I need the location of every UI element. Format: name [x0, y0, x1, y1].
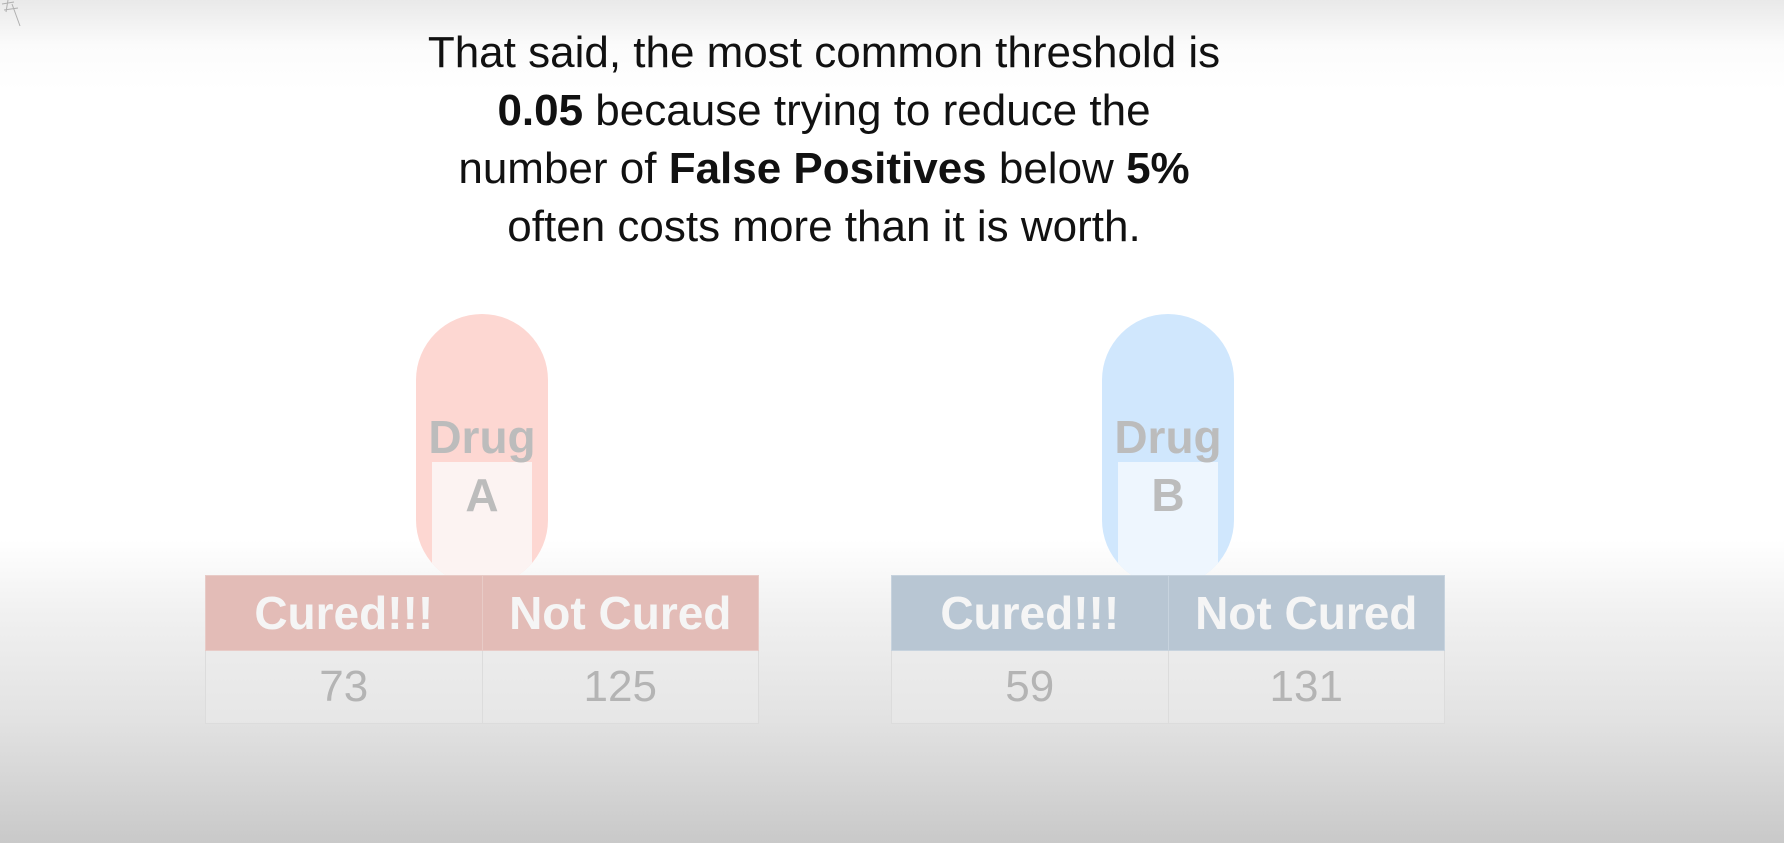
pill-a-capsule-bottom [432, 462, 532, 586]
pill-b-capsule-bottom [1118, 462, 1218, 586]
pen-mark-icon [1, 0, 21, 27]
drug-a-pill-icon: Drug A [416, 314, 548, 586]
drug-b-cured-header: Cured!!! [891, 575, 1169, 651]
drug-b-results-table: Cured!!! Not Cured 59 131 [891, 575, 1445, 724]
drug-b-cured-count: 59 [891, 650, 1169, 724]
drug-a-label: Drug A [416, 408, 548, 524]
false-positives-term: False Positives [668, 144, 987, 193]
drug-a-label-line1: Drug [428, 411, 536, 463]
caption-line-3-start: number of [458, 144, 669, 193]
table-row: 59 131 [891, 650, 1445, 724]
table-row: 73 125 [205, 650, 759, 724]
drug-a-not-cured-count: 125 [481, 650, 759, 724]
threshold-value: 0.05 [497, 86, 584, 135]
table-header-row: Cured!!! Not Cured [891, 575, 1445, 651]
drug-a-cured-header: Cured!!! [205, 575, 483, 651]
caption-text: That said, the most common threshold is … [312, 24, 1336, 256]
drug-a-label-line2: A [465, 469, 499, 521]
drug-b-not-cured-header: Not Cured [1167, 575, 1445, 651]
caption-line-3-mid: below [986, 144, 1127, 193]
drug-b-label-line2: B [1151, 469, 1185, 521]
drug-b-pill-icon: Drug B [1102, 314, 1234, 586]
table-header-row: Cured!!! Not Cured [205, 575, 759, 651]
caption-line-2: because trying to reduce the [583, 86, 1151, 135]
drug-b-label-line1: Drug [1114, 411, 1222, 463]
caption-line-4: often costs more than it is worth. [507, 202, 1141, 251]
drug-b-label: Drug B [1102, 408, 1234, 524]
drug-a-results-table: Cured!!! Not Cured 73 125 [205, 575, 759, 724]
drug-a-cured-count: 73 [205, 650, 483, 724]
caption-line-1: That said, the most common threshold is [427, 28, 1221, 77]
percent-value: 5% [1126, 144, 1190, 193]
drug-a-not-cured-header: Not Cured [481, 575, 759, 651]
drug-b-not-cured-count: 131 [1167, 650, 1445, 724]
